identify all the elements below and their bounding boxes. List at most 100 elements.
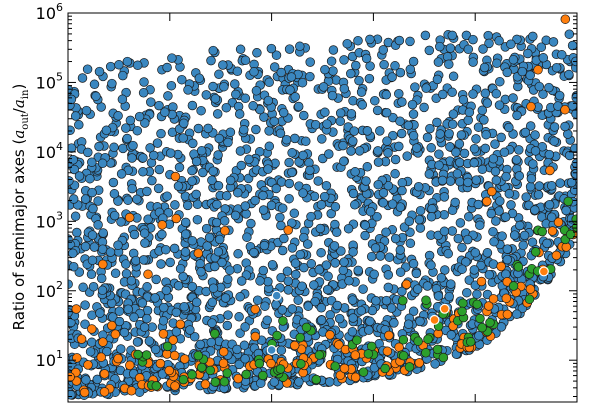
- scatter-point: [443, 248, 453, 259]
- scatter-point: [350, 200, 360, 210]
- scatter-point: [330, 219, 340, 230]
- scatter-point: [445, 43, 456, 53]
- scatter-point: [494, 100, 505, 110]
- scatter-point: [179, 118, 189, 129]
- scatter-point: [430, 359, 440, 369]
- scatter-point: [85, 173, 95, 184]
- scatter-point: [397, 185, 407, 196]
- y-tick-label: 103: [36, 209, 63, 231]
- scatter-point: [207, 175, 217, 185]
- scatter-point: [497, 231, 507, 241]
- scatter-point: [316, 315, 327, 325]
- scatter-point: [239, 125, 249, 135]
- scatter-point: [360, 220, 370, 231]
- scatter-point: [375, 251, 386, 261]
- scatter-point: [234, 312, 244, 322]
- scatter-point: [354, 146, 365, 156]
- scatter-point: [339, 363, 350, 374]
- scatter-point: [339, 156, 349, 167]
- scatter-point: [161, 244, 171, 255]
- scatter-point: [380, 363, 390, 374]
- scatter-point: [218, 60, 228, 70]
- scatter-point: [316, 200, 327, 210]
- scatter-point: [353, 265, 363, 276]
- scatter-point: [415, 223, 426, 233]
- scatter-point: [74, 120, 84, 130]
- scatter-point: [200, 379, 211, 389]
- scatter-point: [408, 259, 419, 269]
- scatter-point: [444, 291, 454, 302]
- scatter-point: [108, 177, 119, 188]
- scatter-point: [477, 105, 488, 116]
- scatter-point: [512, 309, 522, 319]
- scatter-point: [85, 346, 96, 357]
- scatter-point: [277, 305, 288, 315]
- scatter-point: [476, 276, 487, 287]
- scatter-point: [426, 143, 436, 153]
- scatter-point: [83, 147, 93, 158]
- scatter-point: [87, 255, 98, 266]
- scatter-point: [519, 230, 530, 241]
- scatter-point: [427, 204, 437, 214]
- scatter-point: [283, 285, 294, 295]
- scatter-point: [470, 247, 481, 258]
- scatter-point: [210, 93, 221, 104]
- scatter-point: [536, 42, 547, 52]
- scatter-point: [361, 53, 372, 64]
- scatter-point: [263, 276, 273, 287]
- scatter-point: [214, 234, 225, 245]
- scatter-point: [446, 279, 456, 289]
- scatter-point: [102, 346, 112, 357]
- scatter-point: [302, 239, 313, 249]
- scatter-point: [99, 369, 110, 379]
- scatter-point: [549, 136, 559, 147]
- scatter-point: [373, 157, 384, 167]
- scatter-point: [242, 232, 252, 242]
- scatter-point: [155, 358, 166, 369]
- scatter-point: [99, 387, 110, 397]
- scatter-point: [161, 285, 172, 296]
- scatter-point: [177, 74, 187, 85]
- scatter-point: [235, 292, 245, 302]
- scatter-point: [381, 295, 392, 306]
- scatter-point: [296, 359, 306, 369]
- scatter-point: [557, 50, 567, 60]
- scatter-point: [291, 269, 301, 280]
- scatter-point: [286, 72, 297, 82]
- scatter-point: [327, 90, 338, 101]
- scatter-point: [395, 267, 406, 277]
- scatter-point: [290, 133, 300, 144]
- scatter-point: [305, 57, 315, 67]
- scatter-point: [178, 271, 188, 282]
- scatter-point: [220, 225, 230, 236]
- scatter-point: [513, 262, 524, 272]
- scatter-point: [490, 166, 501, 177]
- scatter-point: [511, 155, 522, 165]
- scatter-point: [496, 132, 506, 143]
- scatter-point: [444, 59, 454, 70]
- scatter-point: [210, 329, 220, 339]
- scatter-point: [372, 211, 382, 222]
- scatter-point: [125, 360, 135, 371]
- scatter-point: [424, 169, 435, 179]
- scatter-point: [95, 308, 105, 318]
- scatter-point: [350, 350, 361, 360]
- scatter-point: [96, 352, 106, 362]
- scatter-point: [525, 70, 535, 80]
- scatter-point: [469, 158, 479, 168]
- scatter-point: [458, 298, 468, 309]
- scatter-point: [202, 241, 212, 251]
- scatter-point: [86, 269, 97, 280]
- scatter-point: [408, 130, 419, 141]
- scatter-point: [479, 115, 489, 125]
- scatter-point: [170, 200, 180, 210]
- scatter-point: [425, 123, 435, 134]
- scatter-point: [348, 247, 358, 257]
- scatter-point: [458, 95, 469, 105]
- scatter-point: [187, 165, 197, 176]
- scatter-point: [156, 128, 166, 139]
- scatter-point: [471, 134, 481, 144]
- scatter-point: [170, 381, 180, 391]
- scatter-point: [389, 318, 399, 328]
- scatter-point: [530, 146, 541, 156]
